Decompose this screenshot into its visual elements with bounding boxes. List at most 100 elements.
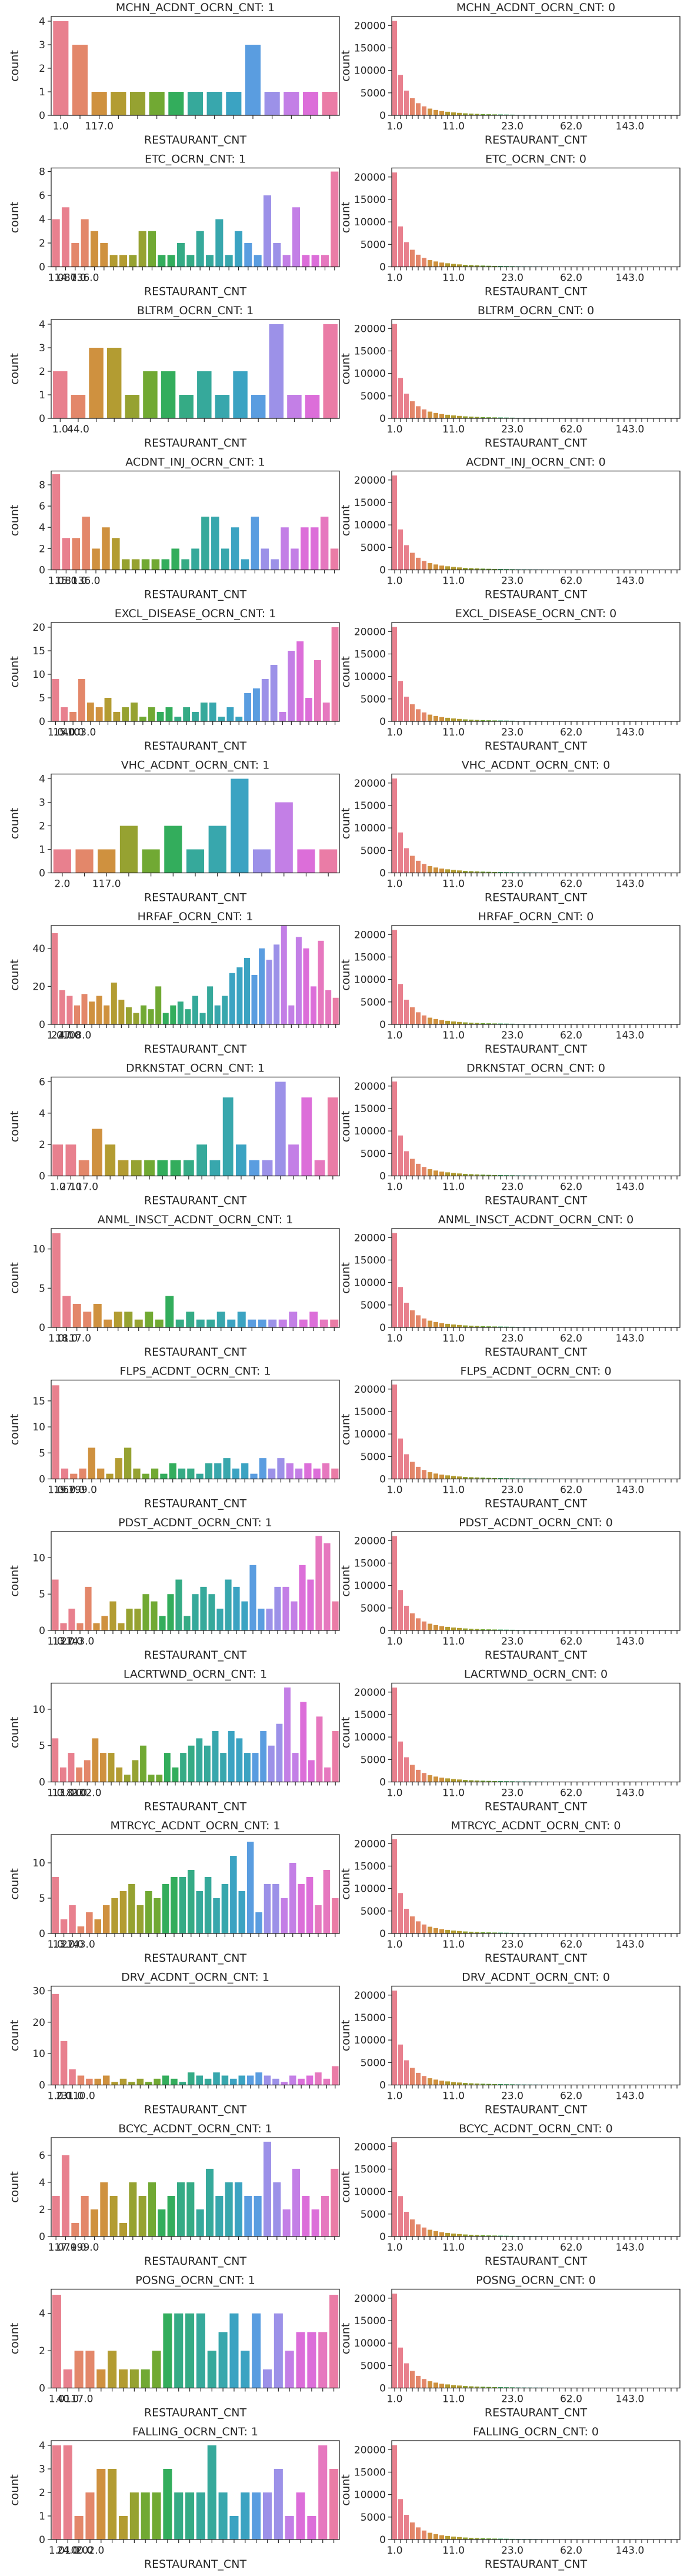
bar: [422, 2530, 426, 2540]
bar: [463, 1477, 468, 1479]
bar: [227, 1319, 236, 1327]
bar: [404, 1454, 409, 1479]
bar: [439, 1626, 444, 1630]
chart-panel-10: EXCL_DISEASE_OCRN_CNT: 0 RESTAURANT_CNT co…: [339, 607, 681, 753]
bar: [72, 538, 80, 570]
bar: [323, 324, 338, 418]
bar: [469, 1174, 473, 1176]
bar: [188, 2072, 195, 2085]
x-tick-label: 100.0: [65, 2545, 94, 2557]
bar: [281, 1898, 288, 1933]
bar: [410, 2068, 415, 2085]
bar: [118, 1160, 129, 1176]
bar: [308, 1760, 315, 1782]
bar: [90, 2209, 99, 2236]
bar: [428, 1623, 432, 1630]
y-tick-label: 15000: [354, 1709, 386, 1721]
bar: [404, 1151, 409, 1176]
bar: [475, 1174, 479, 1176]
bar: [416, 1618, 421, 1630]
x-tick-label: 199.0: [71, 2242, 99, 2254]
y-tick-label: 2: [39, 2487, 45, 2499]
y-tick-label: 0: [39, 1777, 45, 1789]
chart-title: ACDNT_INJ_OCRN_CNT: 1: [125, 456, 265, 469]
x-tick-label: 24.0: [56, 2545, 79, 2557]
x-axis-label: RESTAURANT_CNT: [485, 2407, 588, 2419]
y-tick-label: 2: [39, 2204, 45, 2216]
bar: [98, 849, 116, 873]
bar: [268, 1745, 275, 1782]
chart-title: DRKNSTAT_OCRN_CNT: 1: [126, 1062, 265, 1075]
x-tick-label: 11.0: [442, 2545, 465, 2557]
chart-panel-24: LACRTWND_OCRN_CNT: 0 RESTAURANT_CNT count 0…: [339, 1668, 681, 1813]
x-tick-label: 1.0: [53, 121, 69, 132]
bar: [100, 2182, 108, 2236]
bar: [301, 527, 309, 570]
bar: [410, 401, 415, 418]
bar: [486, 2538, 491, 2540]
plot-frame: [391, 622, 681, 722]
bar: [330, 548, 339, 570]
bar: [404, 1000, 409, 1024]
bar: [439, 2384, 444, 2388]
bar: [475, 871, 479, 873]
bar: [299, 1565, 306, 1630]
chart-title: FLPS_ACDNT_OCRN_CNT: 1: [119, 1365, 271, 1378]
bar: [311, 527, 319, 570]
bar: [422, 1167, 426, 1176]
bar: [445, 2384, 450, 2388]
x-tick-label: 143.0: [616, 2394, 645, 2405]
bar: [291, 548, 299, 570]
bar: [428, 108, 432, 115]
x-tick-label: 143.0: [616, 575, 645, 587]
y-axis-label: count: [8, 2474, 21, 2506]
y-tick-label: 1: [39, 86, 45, 98]
bar: [241, 559, 249, 570]
bar: [78, 1160, 89, 1176]
bar: [52, 933, 58, 1024]
bar: [81, 2195, 89, 2236]
x-tick-label: 62.0: [560, 2242, 582, 2254]
bar: [422, 409, 426, 418]
bar: [129, 2369, 139, 2388]
bar: [68, 1753, 75, 1782]
chart-title: POSNG_OCRN_CNT: 0: [476, 2274, 596, 2287]
bar: [186, 849, 205, 873]
bar: [215, 219, 224, 267]
bar: [498, 2084, 503, 2085]
x-tick-label: 136.0: [72, 575, 101, 587]
bar: [89, 1001, 95, 1024]
bar: [134, 1608, 141, 1630]
bar: [463, 871, 468, 873]
plot-frame: [51, 1379, 340, 1480]
y-tick-label: 0: [379, 1322, 386, 1334]
chart-title: LACRTWND_OCRN_CNT: 1: [124, 1668, 267, 1681]
bar: [463, 1628, 468, 1630]
y-tick-label: 4: [39, 16, 45, 28]
x-axis-label: RESTAURANT_CNT: [485, 285, 588, 298]
x-tick-label: 1.0: [47, 1636, 63, 1648]
y-tick-label: 15000: [354, 2315, 386, 2327]
y-axis-label: count: [339, 1565, 352, 1597]
bar: [109, 255, 118, 267]
bar: [498, 872, 503, 873]
bar: [315, 1905, 322, 1933]
bar: [145, 1312, 154, 1327]
bar: [321, 255, 329, 267]
bar: [89, 348, 104, 418]
bar: [86, 2078, 93, 2085]
bar: [332, 997, 339, 1024]
plot-frame: [391, 2288, 681, 2389]
chart-title: DRKNSTAT_OCRN_CNT: 0: [466, 1062, 605, 1075]
y-tick-label: 15000: [354, 800, 386, 812]
bar: [469, 720, 473, 721]
y-tick-label: 5000: [361, 694, 386, 705]
y-tick-label: 2: [39, 2345, 45, 2357]
bar: [109, 2195, 118, 2236]
x-axis-label: RESTAURANT_CNT: [485, 2104, 588, 2116]
bar: [236, 1144, 246, 1176]
bar: [422, 2379, 426, 2388]
bar: [121, 559, 130, 570]
x-tick-label: 11.0: [442, 727, 465, 738]
y-tick-label: 0: [39, 2231, 45, 2243]
